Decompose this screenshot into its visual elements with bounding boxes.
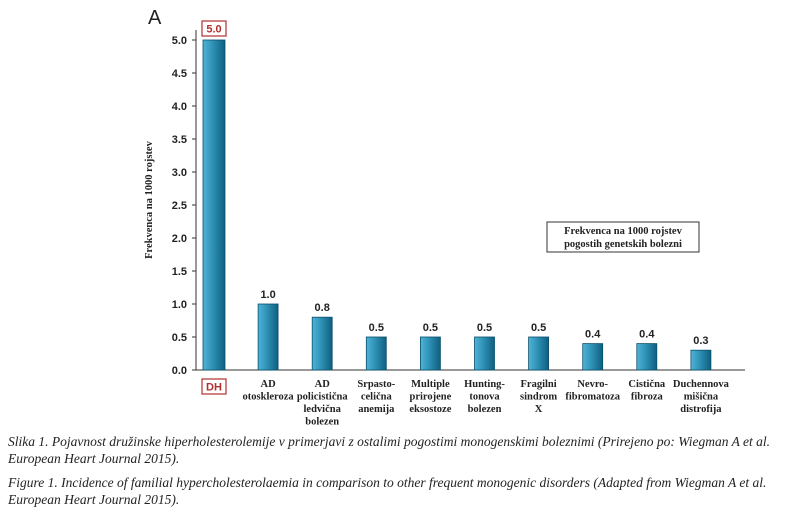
value-label: 0.3 [693,335,708,347]
value-label: 0.5 [531,322,546,334]
category-label: Cistična [628,379,666,390]
bar [365,336,387,371]
category-label: mišična [684,392,719,403]
category-label: distrofija [680,404,722,415]
category-label: anemija [358,404,395,415]
category-label: X [535,404,543,415]
y-tick-label: 5.0 [172,35,187,47]
bar [474,336,495,371]
y-tick-label: 3.0 [172,167,187,179]
category-label: AD [261,379,277,390]
bar [202,39,226,371]
category-label: fibromatoza [565,392,620,403]
category-label: prirojene [410,392,452,403]
value-label: 0.4 [585,329,601,341]
category-label: fibroza [631,392,664,403]
y-axis-label: Frekvenca na 1000 rojstev [144,140,155,258]
bar [257,303,279,371]
category-label: Fragilni [521,379,557,390]
category-label: Nevro- [577,379,608,390]
bar [636,343,658,371]
category-label: Duchennova [673,379,730,390]
y-tick-label: 1.0 [172,299,187,311]
category-label: sindrom [520,392,557,403]
y-tick-label: 0.5 [172,332,187,344]
y-tick-label: 1.5 [172,266,187,278]
value-highlight-box [201,20,227,37]
bar [690,349,712,371]
bar-chart: A Frekvenca na 1000 rojstev 0.0 0.5 1.0 1.5… [144,7,745,428]
category-label: bolezen [305,417,339,428]
y-tick-label: 2.0 [172,233,187,245]
panel-label: A [148,7,162,29]
category-label: Multiple [411,379,450,390]
value-label: 0.5 [369,322,384,334]
category-label: Srpasto- [357,379,395,390]
category-label: Hunting- [464,379,505,390]
legend: Frekvenca na 1000 rojstev pogostih genet… [546,221,700,253]
legend-box [546,221,700,253]
bar [582,343,604,371]
caption-english: Figure 1. Incidence of familial hypercho… [8,475,767,507]
value-labels-group: 5.0 1.0 0.8 0.5 0.5 0.5 0.5 0.4 0.4 0.3 [201,20,709,347]
value-label: 0.4 [639,329,655,341]
category-label: DH [206,382,222,394]
category-highlight-box [201,378,227,395]
category-label: AD [315,379,331,390]
y-axis-ticks: 0.0 0.5 1.0 1.5 2.0 2.5 3.0 3.5 4.0 4.5 5.0 [172,35,196,377]
value-label: 0.5 [423,322,438,334]
category-label: bolezen [468,404,502,415]
value-label: 0.8 [315,302,330,314]
category-label: ledvična [304,404,342,415]
category-label: eksostoze [409,404,451,415]
category-label: policistična [297,392,349,403]
category-label: otoskleroza [243,392,295,403]
value-label: 1.0 [260,289,275,301]
caption-slovenian: Slika 1. Pojavnost družinske hiperholest… [8,434,771,466]
bar [528,336,549,371]
value-label: 0.5 [477,322,492,334]
value-label: 5.0 [206,24,221,36]
y-tick-label: 2.5 [172,200,187,212]
category-label: celična [361,392,393,403]
y-tick-label: 0.0 [172,365,187,377]
y-tick-label: 4.0 [172,101,187,113]
y-tick-label: 3.5 [172,134,187,146]
bar [311,316,333,371]
bars-group [202,39,712,371]
y-tick-label: 4.5 [172,68,187,80]
legend-line-2: pogostih genetskih bolezni [564,239,682,250]
bar [419,336,441,371]
legend-line-1: Frekvenca na 1000 rojstev [564,226,682,237]
category-label: tonova [469,392,500,403]
